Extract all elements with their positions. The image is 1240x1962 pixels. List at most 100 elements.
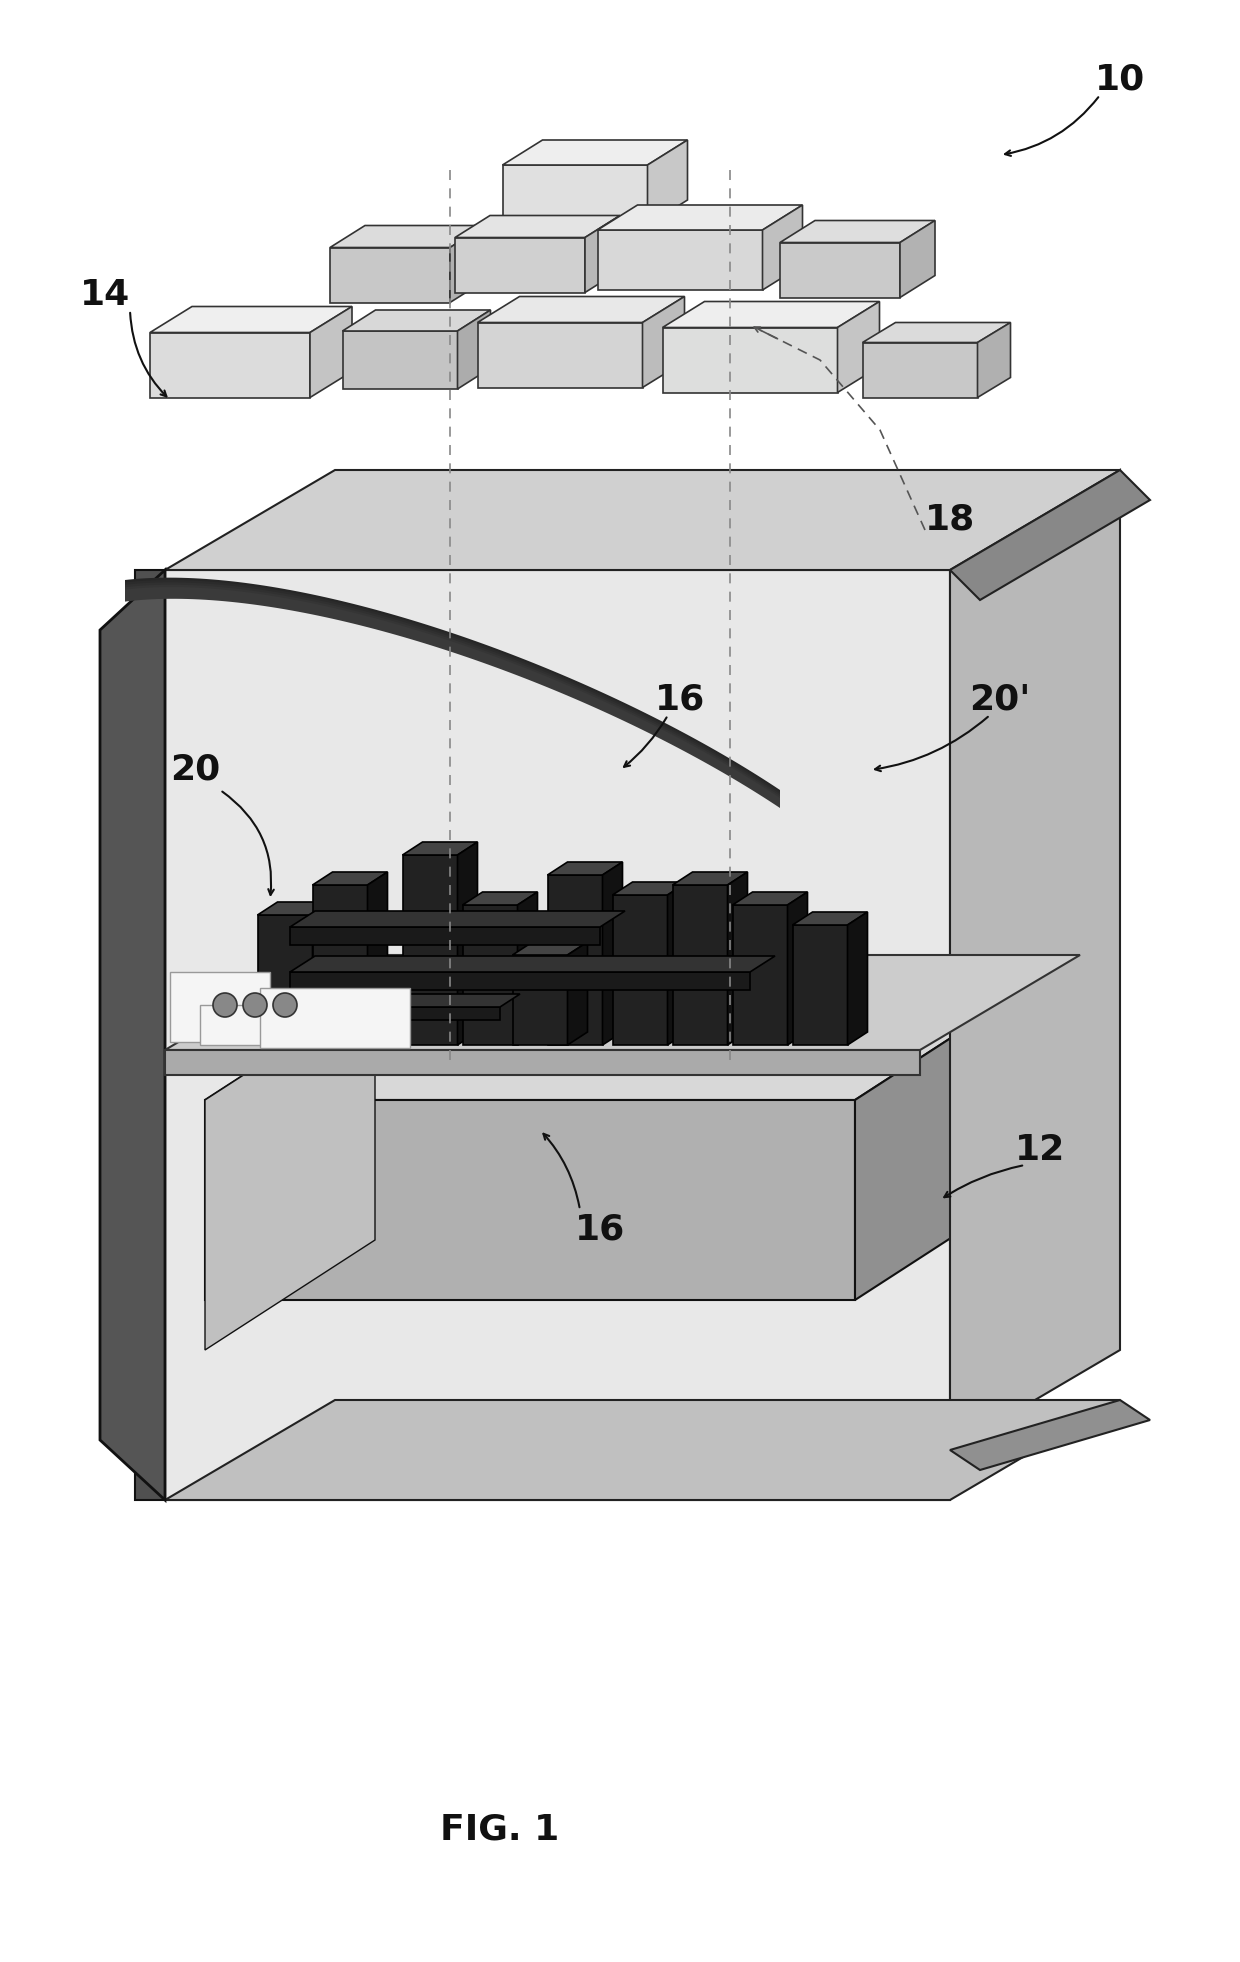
Text: 18: 18 <box>925 502 975 538</box>
Polygon shape <box>780 220 935 243</box>
Polygon shape <box>548 875 603 1046</box>
Polygon shape <box>837 302 879 392</box>
Polygon shape <box>598 204 802 230</box>
Polygon shape <box>863 322 1011 343</box>
Polygon shape <box>150 306 352 332</box>
Polygon shape <box>458 310 491 388</box>
Polygon shape <box>312 885 367 1046</box>
Text: FIG. 1: FIG. 1 <box>440 1813 559 1846</box>
Polygon shape <box>290 926 600 946</box>
Polygon shape <box>165 1401 1120 1501</box>
Polygon shape <box>613 883 687 895</box>
Text: 12: 12 <box>1014 1132 1065 1167</box>
Polygon shape <box>856 991 1025 1301</box>
Polygon shape <box>792 924 847 1046</box>
Polygon shape <box>342 332 458 388</box>
Polygon shape <box>900 220 935 298</box>
Polygon shape <box>258 903 332 914</box>
Polygon shape <box>477 296 684 322</box>
Polygon shape <box>200 1005 285 1046</box>
Polygon shape <box>125 587 780 808</box>
Polygon shape <box>100 571 165 1501</box>
Circle shape <box>213 993 237 1016</box>
Text: 10: 10 <box>1095 63 1145 96</box>
Text: 20: 20 <box>170 753 221 787</box>
Polygon shape <box>733 904 787 1046</box>
Polygon shape <box>512 955 568 1046</box>
Polygon shape <box>312 871 387 885</box>
Polygon shape <box>568 942 588 1046</box>
Polygon shape <box>312 903 332 1046</box>
Polygon shape <box>205 1101 856 1301</box>
Circle shape <box>273 993 298 1016</box>
Polygon shape <box>728 871 748 1046</box>
Polygon shape <box>667 883 687 1046</box>
Polygon shape <box>330 226 485 247</box>
Polygon shape <box>200 1007 500 1020</box>
Text: 16: 16 <box>575 1213 625 1248</box>
Text: 16: 16 <box>655 683 706 716</box>
Polygon shape <box>458 842 477 1046</box>
Polygon shape <box>642 296 684 388</box>
Polygon shape <box>125 581 780 802</box>
Polygon shape <box>125 583 780 804</box>
Polygon shape <box>603 861 622 1046</box>
Polygon shape <box>847 912 868 1046</box>
Polygon shape <box>585 216 620 292</box>
Polygon shape <box>150 332 310 398</box>
Polygon shape <box>403 855 458 1046</box>
Polygon shape <box>367 871 387 1046</box>
Polygon shape <box>200 995 520 1007</box>
Polygon shape <box>647 139 687 226</box>
Polygon shape <box>763 204 802 290</box>
Polygon shape <box>548 861 622 875</box>
Polygon shape <box>950 471 1149 600</box>
Polygon shape <box>258 914 312 1046</box>
Polygon shape <box>950 1401 1149 1470</box>
Polygon shape <box>733 893 807 904</box>
Polygon shape <box>950 471 1120 1450</box>
Polygon shape <box>165 955 1080 1050</box>
Polygon shape <box>780 243 900 298</box>
Polygon shape <box>290 910 625 926</box>
Polygon shape <box>502 165 647 226</box>
Polygon shape <box>463 904 517 1046</box>
Polygon shape <box>165 1050 920 1075</box>
Polygon shape <box>517 893 537 1046</box>
Polygon shape <box>455 216 620 237</box>
Polygon shape <box>672 871 748 885</box>
Circle shape <box>243 993 267 1016</box>
Polygon shape <box>330 247 450 302</box>
Text: 14: 14 <box>79 279 130 312</box>
Polygon shape <box>342 310 491 332</box>
Polygon shape <box>205 991 1025 1101</box>
Polygon shape <box>450 226 485 302</box>
Polygon shape <box>863 343 977 398</box>
Polygon shape <box>455 237 585 292</box>
Polygon shape <box>310 306 352 398</box>
Polygon shape <box>477 322 642 388</box>
Polygon shape <box>502 139 687 165</box>
Polygon shape <box>403 842 477 855</box>
Polygon shape <box>598 230 763 290</box>
Polygon shape <box>512 942 588 955</box>
Polygon shape <box>170 971 270 1042</box>
Polygon shape <box>205 991 374 1350</box>
Polygon shape <box>792 912 868 924</box>
Polygon shape <box>165 571 950 1501</box>
Polygon shape <box>125 585 780 806</box>
Polygon shape <box>662 302 879 328</box>
Polygon shape <box>135 571 165 1501</box>
Polygon shape <box>290 955 775 971</box>
Polygon shape <box>613 895 667 1046</box>
Polygon shape <box>165 471 1120 571</box>
Polygon shape <box>290 971 750 991</box>
Text: 20': 20' <box>970 683 1030 716</box>
Polygon shape <box>672 885 728 1046</box>
Polygon shape <box>787 893 807 1046</box>
Polygon shape <box>260 989 410 1048</box>
Polygon shape <box>662 328 837 392</box>
Polygon shape <box>125 577 780 800</box>
Polygon shape <box>977 322 1011 398</box>
Polygon shape <box>463 893 537 904</box>
